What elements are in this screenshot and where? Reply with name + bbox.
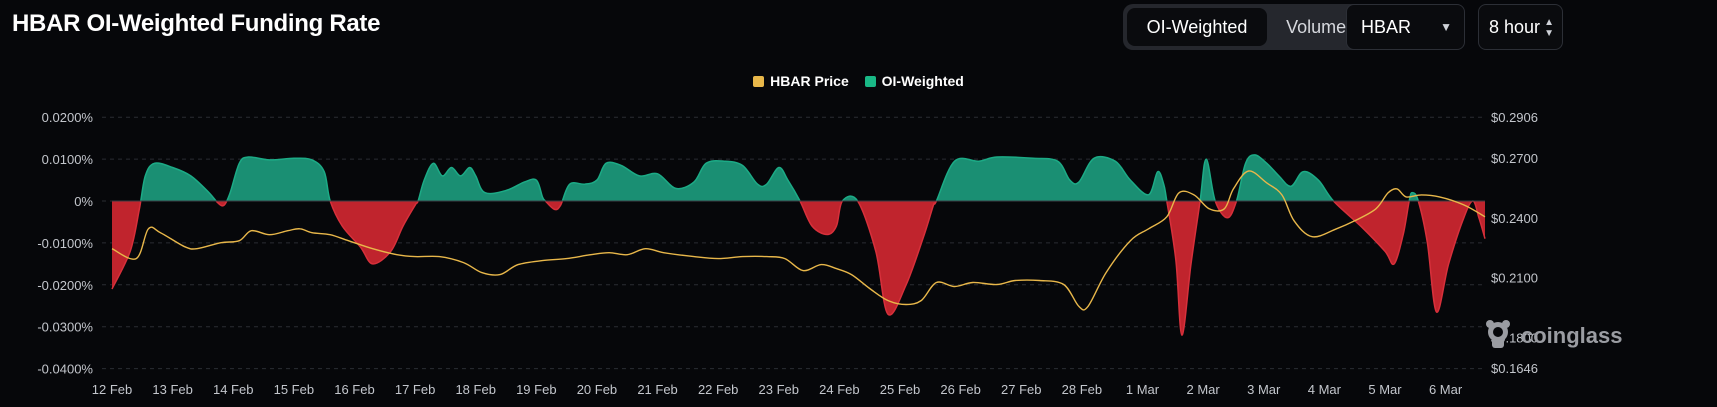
legend-item-price[interactable]: HBAR Price (753, 73, 849, 89)
x-axis-tick-label: 12 Feb (92, 382, 132, 397)
price-line (111, 170, 1486, 311)
x-axis-tick-label: 4 Mar (1308, 382, 1342, 397)
x-axis-tick-label: 15 Feb (274, 382, 314, 397)
coinglass-watermark: coinglass (1486, 320, 1622, 348)
chevron-down-icon: ▼ (1440, 20, 1452, 34)
x-axis-tick-label: 25 Feb (880, 382, 920, 397)
coinglass-logo-icon (1486, 320, 1510, 348)
x-axis-tick-label: 6 Mar (1429, 382, 1463, 397)
x-axis-tick-label: 21 Feb (637, 382, 677, 397)
right-axis-tick-label: $0.2100 (1491, 271, 1538, 286)
right-axis-tick-label: $0.2906 (1491, 110, 1538, 125)
left-axis-tick-label: 0.0200% (42, 110, 94, 125)
x-axis-tick-label: 22 Feb (698, 382, 738, 397)
x-axis-tick-label: 23 Feb (759, 382, 799, 397)
legend-label-oi: OI-Weighted (881, 73, 964, 89)
funding-positive-line (140, 154, 1475, 201)
x-axis-tick-label: 18 Feb (455, 382, 495, 397)
left-axis-tick-label: -0.0400% (37, 362, 93, 377)
symbol-select[interactable]: HBAR ▼ (1346, 4, 1465, 50)
legend-item-oi[interactable]: OI-Weighted (864, 73, 964, 89)
x-axis-tick-label: 2 Mar (1187, 382, 1221, 397)
x-axis-tick-label: 26 Feb (940, 382, 980, 397)
x-axis-tick-label: 1 Mar (1126, 382, 1160, 397)
tab-oi-weighted[interactable]: OI-Weighted (1127, 8, 1267, 46)
x-axis-tick-label: 24 Feb (819, 382, 859, 397)
x-axis-tick-label: 28 Feb (1062, 382, 1102, 397)
symbol-select-value: HBAR (1361, 17, 1412, 37)
legend-swatch-price (753, 76, 765, 87)
left-axis-tick-label: 0% (74, 194, 93, 209)
x-axis-tick-label: 19 Feb (516, 382, 556, 397)
x-axis-tick-label: 14 Feb (213, 382, 253, 397)
legend-label-price: HBAR Price (770, 73, 849, 89)
x-axis-tick-label: 16 Feb (334, 382, 374, 397)
left-axis-tick-label: -0.0300% (37, 320, 93, 335)
funding-negative-line (111, 201, 1486, 336)
left-axis-tick-label: 0.0100% (42, 152, 94, 167)
page-title: HBAR OI-Weighted Funding Rate (12, 10, 381, 37)
left-axis-tick-label: -0.0100% (37, 236, 93, 251)
right-axis-tick-label: $0.2700 (1491, 151, 1538, 166)
watermark-text: coinglass (1521, 323, 1622, 348)
x-axis-tick-label: 20 Feb (577, 382, 617, 397)
x-axis-tick-label: 3 Mar (1247, 382, 1281, 397)
right-axis-tick-label: $0.2400 (1491, 211, 1538, 226)
x-axis-tick-label: 27 Feb (1001, 382, 1041, 397)
x-axis-tick-label: 13 Feb (152, 382, 192, 397)
right-axis-tick-label: $0.1646 (1491, 361, 1538, 376)
x-axis-tick-label: 5 Mar (1368, 382, 1402, 397)
left-axis-tick-label: -0.0200% (37, 278, 93, 293)
funding-positive-area (112, 154, 1485, 201)
sort-updown-icon: ▲ ▼ (1544, 17, 1554, 39)
interval-select[interactable]: 8 hour ▲ ▼ (1478, 4, 1563, 50)
chart-legend: HBAR Price OI-Weighted (0, 73, 1717, 89)
x-axis-tick-label: 17 Feb (395, 382, 435, 397)
legend-swatch-oi (864, 76, 876, 87)
interval-select-value: 8 hour (1489, 17, 1541, 37)
